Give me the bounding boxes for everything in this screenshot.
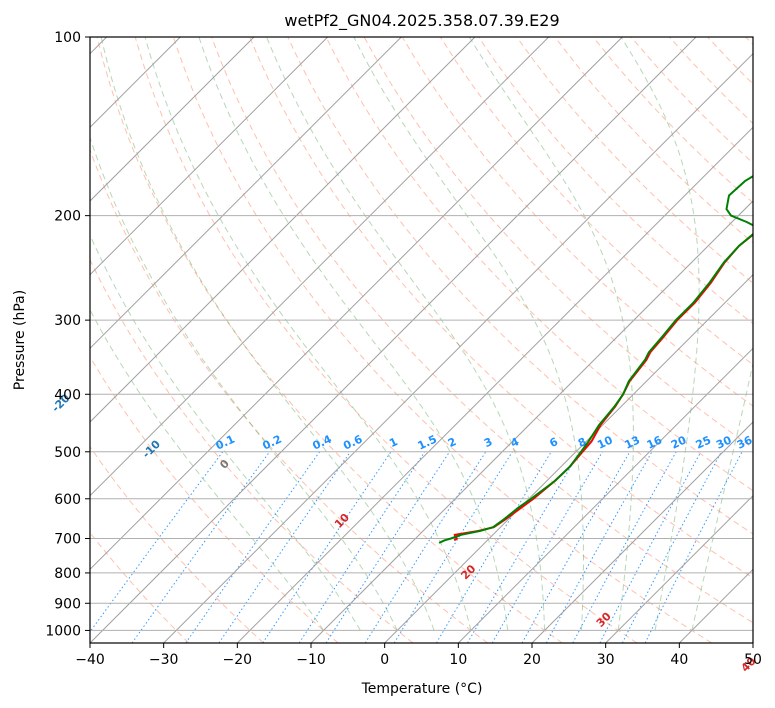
isotherm-line xyxy=(457,347,753,643)
y-tick-label: 200 xyxy=(54,209,81,225)
profiles xyxy=(438,175,753,544)
x-tick-label: −30 xyxy=(149,652,179,668)
moist-adiabat-line xyxy=(198,37,509,631)
y-tick-label: 400 xyxy=(54,387,81,403)
mixing-ratio-line xyxy=(545,451,653,643)
y-tick-label: 900 xyxy=(54,596,81,612)
dry-adiabat-line xyxy=(90,445,264,643)
y-tick-label: 1000 xyxy=(45,623,81,639)
x-axis-ticks: −40 −30 −20 −10 0 10 20 30 40 50 xyxy=(75,643,762,668)
plot-frame xyxy=(89,36,754,644)
mixing-ratio-line xyxy=(364,451,487,643)
x-tick-label: 20 xyxy=(523,652,541,668)
mixing-ratio-line xyxy=(599,451,702,643)
dry-adiabat-line xyxy=(287,37,753,535)
y-tick-label: 600 xyxy=(54,492,81,508)
isotherm-line xyxy=(90,37,476,423)
y-tick-label: 100 xyxy=(54,30,81,46)
y-axis-ticks: 100 200 300 400 500 600 700 800 900 1000 xyxy=(45,30,90,639)
mixing-ratio-line xyxy=(435,451,552,643)
x-tick-label: −10 xyxy=(296,652,326,668)
mixing-ratio-line xyxy=(185,451,321,643)
background-lines xyxy=(90,37,753,643)
isotherm-line xyxy=(90,37,329,276)
moist-adiabat-line xyxy=(468,37,634,631)
mixing-ratio-line xyxy=(90,451,224,633)
mixing-ratio-label: 30 xyxy=(714,433,734,451)
dry-adiabat-line xyxy=(249,37,753,579)
y-tick-label: 300 xyxy=(54,313,81,329)
moist-adiabat-line xyxy=(620,37,700,631)
x-axis-label: Temperature (°C) xyxy=(361,681,483,697)
mixing-ratio-line xyxy=(572,451,677,643)
mixing-ratio-label: 16 xyxy=(645,433,665,451)
dry-adiabat-line xyxy=(90,258,414,643)
x-tick-label: 50 xyxy=(744,652,762,668)
y-axis-label: Pressure (hPa) xyxy=(12,290,28,390)
isotherm-line xyxy=(605,494,753,643)
dewpoint-profile xyxy=(438,175,753,544)
dry-adiabat-line xyxy=(172,37,712,643)
grid-lines xyxy=(90,37,753,643)
isotherm-line xyxy=(90,37,550,497)
dry-adiabat-line xyxy=(96,37,563,643)
moist-adiabat-line xyxy=(691,360,753,631)
moist-adiabat-line xyxy=(353,37,584,631)
plot-area xyxy=(90,37,753,643)
chart-title: wetPf2_GN04.2025.358.07.39.E29 xyxy=(284,11,559,31)
y-tick-label: 800 xyxy=(54,566,81,582)
moist-adiabat-line xyxy=(144,37,472,631)
y-tick-label: 500 xyxy=(54,445,81,461)
x-tick-label: 40 xyxy=(670,652,688,668)
dry-adiabat-line xyxy=(325,37,753,492)
mixing-ratio-label: 36 xyxy=(735,433,755,451)
moist-adiabat-line xyxy=(90,308,325,631)
x-tick-label: 30 xyxy=(597,652,615,668)
x-tick-label: −20 xyxy=(223,652,253,668)
mixing-ratio-labels: 0.1 0.2 0.4 0.6 1 1.5 2 3 4 6 8 10 13 16 20 25 30 36 xyxy=(214,432,755,452)
mixing-ratio-line xyxy=(325,451,451,643)
moist-adiabat-line xyxy=(90,136,398,631)
mixing-ratio-line xyxy=(131,451,271,643)
mixing-ratio-label: 20 xyxy=(669,433,689,451)
x-tick-label: 0 xyxy=(380,652,389,668)
mixing-ratio-label: 10 xyxy=(595,433,615,451)
mixing-ratio-line xyxy=(298,451,426,643)
isotherm-line xyxy=(310,200,753,643)
temperature-profile xyxy=(453,233,753,542)
mixing-ratio-line xyxy=(521,451,631,643)
dry-adiabat-line xyxy=(134,37,638,643)
isotherm-line xyxy=(236,126,753,643)
isotherm-line xyxy=(163,52,753,643)
x-tick-label: 10 xyxy=(449,652,467,668)
mixing-ratio-line xyxy=(644,451,743,643)
isotherm-line xyxy=(531,421,753,643)
mixing-ratio-label: 25 xyxy=(694,434,713,452)
isotherm-line xyxy=(90,37,402,350)
mixing-ratio-line xyxy=(262,451,392,643)
moist-adiabat-line xyxy=(266,37,546,631)
dry-adiabat-line xyxy=(90,355,339,643)
moist-adiabat-line xyxy=(90,233,361,631)
isotherm-line xyxy=(90,37,697,643)
dry-adiabat-line xyxy=(516,37,753,284)
dry-adiabat-line xyxy=(211,37,753,624)
isotherm-line xyxy=(384,273,753,643)
x-tick-label: −40 xyxy=(75,652,105,668)
isotherm-line xyxy=(90,37,255,202)
isotherm-line xyxy=(90,37,623,571)
mixing-ratio-label: 13 xyxy=(623,433,642,451)
y-tick-label: 700 xyxy=(54,532,81,548)
mixing-ratio-line xyxy=(218,451,351,643)
moist-adiabat-line xyxy=(100,37,435,631)
